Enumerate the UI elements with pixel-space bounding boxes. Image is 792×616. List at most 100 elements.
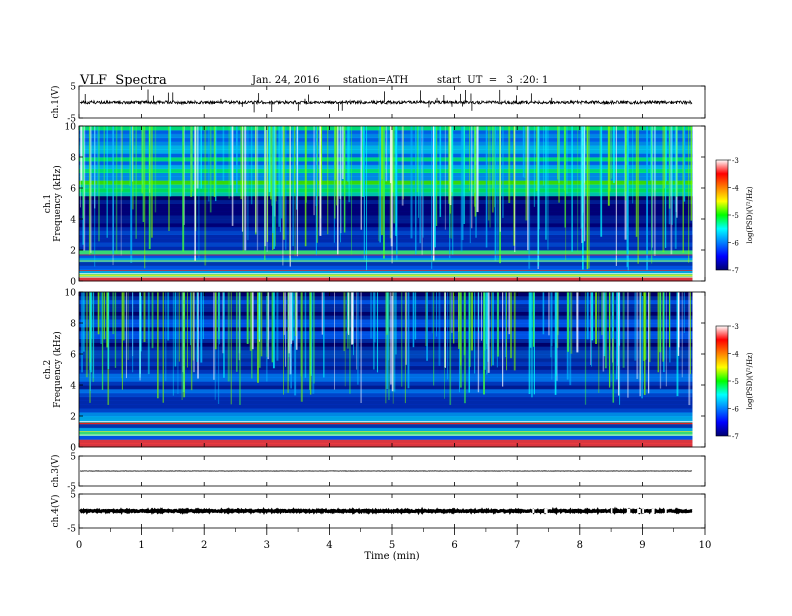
- sferic-streak: [691, 126, 692, 221]
- sferic-streak: [566, 126, 567, 194]
- sferic-streak: [451, 292, 452, 333]
- sferic-streak: [577, 126, 578, 252]
- sferic-streak: [93, 292, 94, 378]
- sferic-streak: [183, 292, 185, 397]
- sferic-streak: [203, 292, 204, 339]
- sferic-streak: [228, 292, 230, 382]
- sferic-streak: [269, 126, 271, 192]
- sferic-streak: [510, 292, 512, 358]
- sferic-streak: [192, 126, 193, 191]
- sferic-streak: [393, 126, 394, 223]
- panel-ch2-spec: [79, 292, 731, 448]
- sferic-streak: [190, 126, 192, 197]
- sferic-streak: [433, 292, 434, 386]
- sferic-streak: [177, 292, 178, 394]
- sferic-streak: [611, 126, 612, 179]
- y-tick-label: 10: [65, 123, 77, 133]
- sferic-streak: [431, 126, 432, 269]
- colorbar: [716, 326, 728, 436]
- sferic-streak: [497, 126, 499, 259]
- x-tick-label: 6: [451, 540, 457, 551]
- sferic-streak: [83, 126, 84, 218]
- sferic-streak: [290, 126, 291, 267]
- sferic-streak: [690, 292, 691, 374]
- sferic-streak: [402, 126, 404, 206]
- sferic-streak: [98, 126, 100, 241]
- sferic-streak: [267, 126, 268, 252]
- sferic-streak: [543, 292, 545, 334]
- sferic-streak: [165, 292, 166, 381]
- y-tick-label: 0: [70, 278, 76, 288]
- sferic-streak: [292, 292, 294, 341]
- sferic-streak: [415, 126, 417, 255]
- sferic-streak: [453, 292, 454, 343]
- sferic-streak: [349, 292, 350, 394]
- sferic-streak: [534, 126, 535, 207]
- colorbar-tick-label: -4: [732, 351, 739, 359]
- sferic-streak: [223, 292, 224, 378]
- sferic-streak: [264, 126, 266, 246]
- sferic-streak: [362, 126, 363, 197]
- x-tick-label: 8: [577, 540, 583, 551]
- sferic-streak: [385, 292, 386, 403]
- sferic-streak: [556, 292, 557, 376]
- sferic-streak: [236, 292, 238, 372]
- sferic-streak: [500, 126, 501, 232]
- sferic-streak: [272, 126, 274, 233]
- sferic-streak: [182, 292, 183, 400]
- sferic-streak: [413, 292, 415, 347]
- sferic-streak: [445, 292, 446, 368]
- sferic-streak: [493, 126, 494, 188]
- sferic-streak: [285, 292, 286, 367]
- sferic-streak: [461, 126, 463, 252]
- sferic-streak: [285, 126, 286, 250]
- sferic-streak: [315, 126, 317, 206]
- sferic-streak: [632, 126, 633, 203]
- sferic-streak: [283, 292, 284, 395]
- sferic-streak: [508, 292, 510, 334]
- sferic-streak: [623, 292, 625, 368]
- sferic-streak: [646, 126, 648, 271]
- y-tick-label: 6: [70, 185, 76, 195]
- colorbar-tick-label: -4: [732, 185, 739, 193]
- sferic-streak: [342, 126, 344, 179]
- sferic-streak: [449, 292, 451, 405]
- sferic-streak: [247, 126, 248, 240]
- sferic-streak: [122, 292, 123, 390]
- sferic-streak: [488, 126, 489, 220]
- colorbar-label: log(PSD)(V²/Hz): [746, 186, 754, 243]
- sferic-streak: [194, 126, 196, 261]
- sferic-streak: [288, 292, 289, 393]
- sferic-streak: [422, 126, 424, 238]
- sferic-streak: [587, 292, 589, 339]
- sferic-streak: [334, 126, 335, 219]
- sferic-streak: [81, 126, 83, 181]
- sferic-streak: [204, 126, 206, 265]
- sferic-streak: [257, 126, 258, 250]
- sferic-streak: [634, 292, 636, 361]
- sferic-streak: [643, 292, 645, 361]
- sferic-streak: [445, 126, 446, 230]
- sferic-streak: [411, 126, 413, 238]
- sferic-streak: [567, 292, 569, 352]
- sferic-streak: [502, 292, 503, 387]
- sferic-streak: [191, 292, 192, 390]
- sferic-streak: [625, 126, 627, 200]
- x-tick-label: 0: [76, 540, 82, 551]
- sferic-streak: [305, 292, 306, 378]
- y-axis-label: ch.3(V): [50, 455, 61, 488]
- sferic-streak: [436, 292, 437, 337]
- sferic-streak: [618, 292, 619, 396]
- frequency-band: [79, 416, 692, 420]
- y-axis-label: Frequency (kHz): [52, 165, 63, 242]
- y-tick-label: 4: [70, 382, 76, 392]
- sferic-streak: [128, 292, 129, 360]
- channel-label: ch.1: [43, 194, 53, 213]
- sferic-streak: [688, 126, 689, 263]
- sferic-streak: [219, 292, 220, 344]
- sferic-streak: [155, 126, 156, 212]
- sferic-streak: [672, 126, 673, 225]
- sferic-streak: [116, 126, 118, 254]
- sferic-streak: [136, 126, 137, 239]
- sferic-streak: [236, 126, 238, 193]
